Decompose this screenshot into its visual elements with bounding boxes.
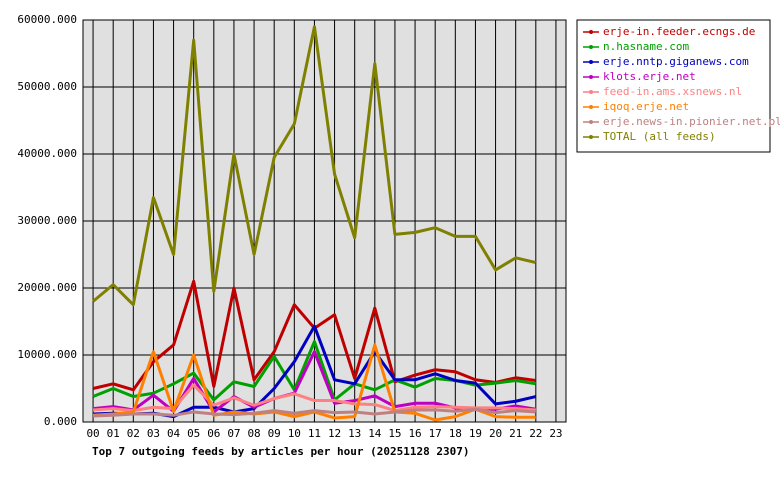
y-tick-label: 10000.000 bbox=[17, 348, 77, 361]
series-line bbox=[92, 383, 536, 413]
x-tick-label: 09 bbox=[268, 427, 281, 440]
series-line bbox=[92, 25, 537, 307]
x-tick-label: 14 bbox=[368, 427, 382, 440]
x-tick-label: 04 bbox=[167, 427, 181, 440]
legend-label: erje-in.feeder.ecngs.de bbox=[603, 25, 755, 38]
y-tick-label: 50000.000 bbox=[17, 80, 77, 93]
legend-swatch-dot bbox=[589, 30, 593, 34]
x-tick-label: 23 bbox=[549, 427, 562, 440]
legend-box bbox=[576, 19, 771, 153]
x-tick-label: 03 bbox=[147, 427, 160, 440]
legend-label: TOTAL (all feeds) bbox=[603, 130, 716, 143]
x-tick-label: 00 bbox=[86, 427, 99, 440]
legend-swatch-dot bbox=[589, 75, 593, 79]
legend-label: erje.nntp.giganews.com bbox=[603, 55, 749, 68]
y-tick-label: 60000.000 bbox=[17, 13, 77, 26]
x-tick-label: 13 bbox=[348, 427, 361, 440]
x-tick-label: 21 bbox=[509, 427, 522, 440]
x-tick-label: 15 bbox=[388, 427, 401, 440]
legend-swatch-dot bbox=[589, 120, 593, 124]
legend-label: klots.erje.net bbox=[603, 70, 696, 83]
legend-swatch-dot bbox=[589, 135, 593, 139]
x-tick-label: 18 bbox=[449, 427, 462, 440]
chart-title: Top 7 outgoing feeds by articles per hou… bbox=[92, 445, 470, 458]
legend-swatch-dot bbox=[589, 90, 593, 94]
x-tick-label: 12 bbox=[328, 427, 341, 440]
y-tick-label: 30000.000 bbox=[17, 214, 77, 227]
y-tick-label: 40000.000 bbox=[17, 147, 77, 160]
legend-label: n.hasname.com bbox=[603, 40, 689, 53]
legend-swatch-dot bbox=[589, 45, 593, 49]
y-tick-label: 0.000 bbox=[44, 415, 77, 428]
x-tick-label: 02 bbox=[127, 427, 140, 440]
legend-label: iqoq.erje.net bbox=[603, 100, 689, 113]
x-tick-label: 22 bbox=[529, 427, 542, 440]
x-tick-label: 20 bbox=[489, 427, 502, 440]
x-tick-label: 05 bbox=[187, 427, 200, 440]
x-tick-label: 08 bbox=[247, 427, 260, 440]
series-line bbox=[93, 407, 536, 418]
x-tick-label: 10 bbox=[288, 427, 301, 440]
x-tick-label: 07 bbox=[227, 427, 240, 440]
legend-label: feed-in.ams.xsnews.nl bbox=[603, 85, 742, 98]
x-tick-label: 19 bbox=[469, 427, 482, 440]
x-tick-label: 01 bbox=[107, 427, 120, 440]
x-tick-label: 17 bbox=[429, 427, 442, 440]
y-tick-label: 20000.000 bbox=[17, 281, 77, 294]
legend-swatch-dot bbox=[589, 60, 593, 64]
x-tick-label: 06 bbox=[207, 427, 220, 440]
x-tick-label: 11 bbox=[308, 427, 321, 440]
legend-label: erje.news-in.pionier.net.pl bbox=[603, 115, 780, 128]
legend-swatch-dot bbox=[589, 105, 593, 109]
x-tick-label: 16 bbox=[408, 427, 421, 440]
